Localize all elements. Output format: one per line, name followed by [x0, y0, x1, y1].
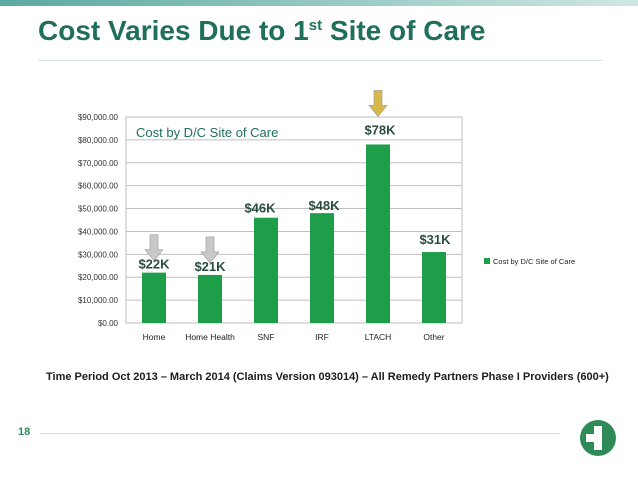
x-tick-label: LTACH: [365, 332, 392, 342]
x-tick-label: SNF: [258, 332, 275, 342]
y-tick-label: $60,000.00: [78, 182, 119, 191]
y-tick-label: $30,000.00: [78, 250, 119, 259]
title-divider: [38, 60, 603, 61]
y-tick-label: $80,000.00: [78, 136, 119, 145]
down-arrow-marker: [144, 234, 164, 262]
data-label: $46K: [244, 201, 276, 216]
slide-title: Cost Varies Due to 1st Site of Care: [38, 15, 486, 47]
x-tick-label: Home Health: [185, 332, 235, 342]
slide-title-main: Cost Varies Due to 1: [38, 15, 309, 46]
x-tick-label: Other: [423, 332, 444, 342]
data-label: $22K: [138, 257, 170, 272]
y-tick-label: $40,000.00: [78, 227, 119, 236]
bottom-divider: [40, 433, 560, 434]
data-label: $31K: [419, 232, 451, 247]
bar: [422, 252, 446, 323]
down-arrow-marker: [200, 236, 220, 264]
y-tick-label: $90,000.00: [78, 113, 119, 122]
data-label: $21K: [194, 259, 226, 274]
down-arrow-marker: [368, 90, 388, 117]
y-tick-label: $50,000.00: [78, 205, 119, 214]
x-tick-label: Home: [143, 332, 166, 342]
y-tick-label: $20,000.00: [78, 273, 119, 282]
page-number: 18: [18, 426, 31, 438]
bar: [198, 274, 222, 323]
bar: [254, 217, 278, 323]
footnote: Time Period Oct 2013 – March 2014 (Claim…: [46, 371, 609, 383]
top-accent-band: [0, 0, 638, 6]
chart-title: Cost by D/C Site of Care: [136, 125, 278, 140]
bar: [310, 213, 334, 323]
legend-label: Cost by D/C Site of Care: [493, 257, 575, 266]
green-cross-logo-icon: [580, 420, 616, 456]
slide-title-superscript: st: [308, 17, 323, 34]
data-label: $78K: [364, 122, 396, 137]
legend-swatch: [484, 258, 490, 264]
data-label: $48K: [308, 198, 340, 213]
bar-chart: $0.00 $10,000.00 $20,000.00 $30,000.00 $40,0…: [78, 90, 575, 342]
slide-title-end: Site of Care: [322, 15, 486, 46]
bar: [142, 272, 166, 323]
bar: [366, 144, 390, 323]
y-tick-label: $10,000.00: [78, 296, 119, 305]
y-tick-label: $70,000.00: [78, 159, 119, 168]
y-tick-label: $0.00: [98, 319, 119, 328]
x-tick-label: IRF: [315, 332, 329, 342]
plot-area-frame: [125, 116, 463, 324]
